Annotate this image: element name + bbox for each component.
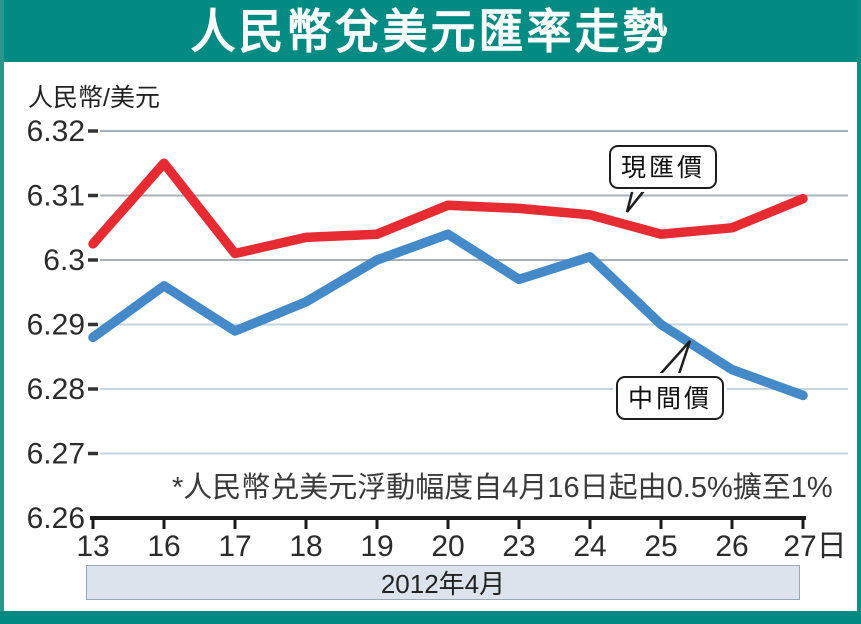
- y-tick-label: 6.29: [27, 309, 85, 342]
- y-tick-label: 6.28: [27, 373, 85, 406]
- x-tick-label: 25: [644, 530, 677, 563]
- x-tick-label: 24: [573, 530, 606, 563]
- x-tick-label: 13: [76, 530, 109, 563]
- title-bar: 人民幣兌美元匯率走勢: [0, 0, 861, 62]
- x-tick-label: 27日: [783, 530, 846, 563]
- central-parity-callout-tail: [652, 340, 692, 382]
- x-tick-label: 16: [147, 530, 180, 563]
- x-tick-label: 18: [289, 530, 322, 563]
- spot-rate-line: [88, 158, 808, 259]
- y-tick-label: 6.27: [27, 438, 85, 471]
- month-period-label: 2012年4月: [380, 569, 506, 599]
- y-tick-label: 6.32: [27, 115, 85, 148]
- central-parity-line: [88, 229, 808, 401]
- x-tick-label: 17: [218, 530, 251, 563]
- spot-rate-callout: 現匯價: [609, 145, 718, 189]
- page-title: 人民幣兌美元匯率走勢: [190, 4, 671, 58]
- x-tick-label: 20: [431, 530, 464, 563]
- right-frame-border: [857, 0, 861, 624]
- month-period-bar: 2012年4月: [86, 565, 800, 600]
- x-tick-label: 23: [502, 530, 535, 563]
- y-tick-label: 6.26: [27, 502, 85, 535]
- y-tick-label: 6.3: [43, 244, 85, 277]
- y-tick-label: 6.31: [27, 180, 85, 213]
- x-tick-label: 26: [715, 530, 748, 563]
- left-frame-border: [0, 0, 4, 624]
- bottom-frame-border: [0, 611, 861, 624]
- central-parity-callout: 中間價: [616, 376, 725, 420]
- footnote-text: *人民幣兑美元浮動幅度自4月16日起由0.5%擴至1%: [172, 472, 833, 504]
- x-tick-label: 19: [360, 530, 393, 563]
- y-axis-unit-label: 人民幣/美元: [28, 84, 160, 112]
